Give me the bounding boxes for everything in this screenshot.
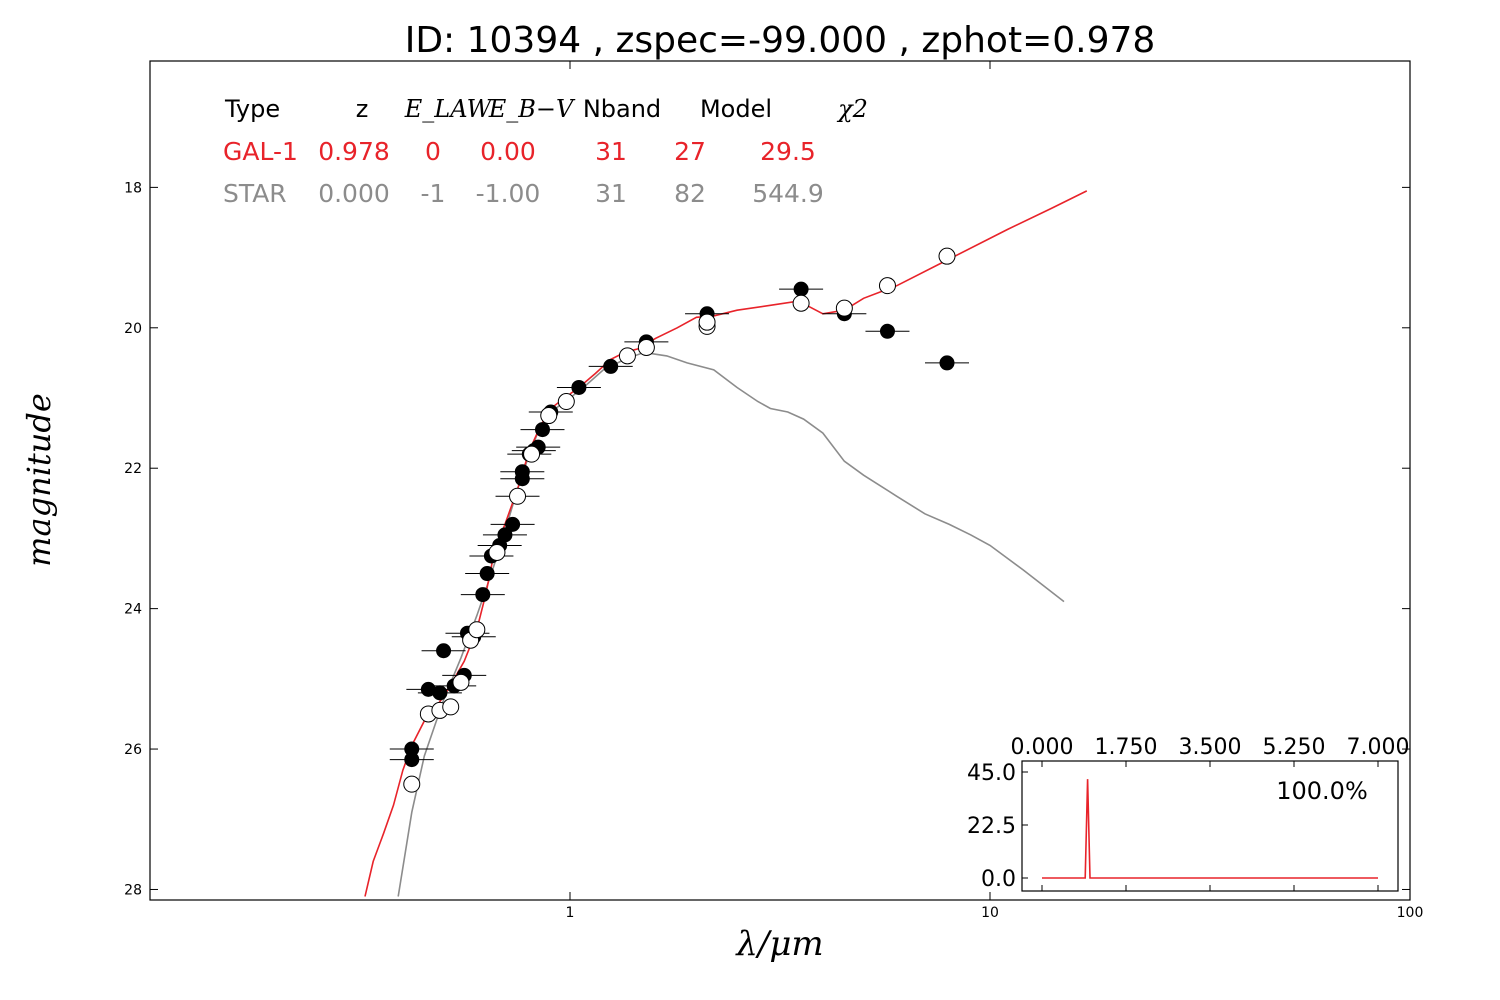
y-tick-label: 18 bbox=[124, 180, 142, 196]
observed-point bbox=[514, 471, 530, 487]
model-point bbox=[452, 673, 470, 691]
fit-table-cell: 31 bbox=[595, 179, 627, 208]
observed-point bbox=[603, 358, 619, 374]
fit-table-header: Type bbox=[224, 95, 280, 123]
x-tick-label: 100 bbox=[1397, 905, 1424, 921]
model-point bbox=[523, 445, 541, 463]
inset-x-tick-label: 5.250 bbox=[1263, 735, 1326, 760]
model-point bbox=[698, 313, 716, 331]
observed-point bbox=[534, 422, 550, 438]
main-axes: 18 20 22 24 26 28 1 10 100 bbox=[124, 60, 1424, 921]
inset-x-tick-label: 7.000 bbox=[1347, 735, 1410, 760]
fit-table-header: z bbox=[356, 95, 369, 123]
star-spectrum-path bbox=[397, 351, 1065, 897]
model-point bbox=[488, 543, 506, 561]
inset-y-tick-label: 0.0 bbox=[981, 867, 1016, 892]
model-point bbox=[618, 347, 636, 365]
model-point bbox=[938, 247, 956, 265]
fit-table-cell: 27 bbox=[674, 137, 706, 166]
observed-point bbox=[479, 566, 495, 582]
y-tick-label: 26 bbox=[124, 742, 142, 758]
model-point bbox=[792, 294, 810, 312]
model-point bbox=[509, 487, 527, 505]
fit-table-header: Model bbox=[700, 95, 772, 123]
model-point bbox=[468, 621, 486, 639]
fit-table-cell: GAL-1 bbox=[223, 137, 298, 166]
observed-point bbox=[793, 281, 809, 297]
model-point bbox=[835, 299, 853, 317]
model-point bbox=[540, 407, 558, 425]
inset-pdf-line bbox=[1042, 779, 1378, 879]
observed-point bbox=[432, 685, 448, 701]
fit-table-cell: 31 bbox=[595, 137, 627, 166]
fit-table-header: χ2 bbox=[836, 95, 868, 123]
observed-point bbox=[497, 527, 513, 543]
y-axis-label: magnitude bbox=[20, 393, 58, 567]
fit-table-cell: 0 bbox=[425, 137, 441, 166]
fit-table-cell: 0.978 bbox=[318, 137, 390, 166]
model-point bbox=[637, 338, 655, 356]
plot-title: ID: 10394 , zspec=-99.000 , zphot=0.978 bbox=[405, 20, 1156, 61]
model-points bbox=[403, 247, 956, 793]
inset-y-tick-label: 45.0 bbox=[967, 761, 1016, 786]
x-tick-label: 1 bbox=[566, 905, 575, 921]
observed-point bbox=[879, 323, 895, 339]
observed-points bbox=[389, 281, 970, 768]
x-axis-label: λ/μm bbox=[734, 924, 823, 964]
model-point bbox=[878, 277, 896, 295]
inset-x-tick-label: 1.750 bbox=[1095, 735, 1158, 760]
fit-table-cell: -1.00 bbox=[476, 179, 541, 208]
y-tick-label: 24 bbox=[124, 602, 142, 618]
observed-point bbox=[939, 355, 955, 371]
axis-labels: λ/μm magnitude bbox=[20, 393, 824, 964]
model-point bbox=[442, 698, 460, 716]
observed-point bbox=[505, 516, 521, 532]
fit-table-header: E_LAW bbox=[404, 95, 494, 123]
inset-x-tick-label: 3.500 bbox=[1179, 735, 1242, 760]
x-tick-label: 10 bbox=[981, 905, 999, 921]
fit-table-cell: STAR bbox=[223, 179, 287, 208]
inset-x-tick-label: 0.000 bbox=[1011, 735, 1074, 760]
inset-annotation: 100.0% bbox=[1276, 777, 1368, 805]
fit-table-header: Nband bbox=[583, 95, 661, 123]
fit-table-cell: 29.5 bbox=[760, 137, 816, 166]
inset-pdf-plot: 0.000 1.750 3.500 5.250 7.000 45.0 22.5 0.0 100.… bbox=[967, 735, 1409, 892]
galaxy-spectrum-path bbox=[364, 190, 1088, 897]
y-tick-label: 28 bbox=[124, 882, 142, 898]
observed-point bbox=[436, 643, 452, 659]
model-point bbox=[557, 393, 575, 411]
star-spectrum-line bbox=[397, 351, 1065, 897]
plot-frame bbox=[149, 60, 1411, 901]
fit-table-header: E_B−V bbox=[488, 95, 576, 123]
observed-point bbox=[404, 752, 420, 768]
model-point bbox=[403, 775, 421, 793]
observed-point bbox=[571, 379, 587, 395]
observed-point bbox=[475, 587, 491, 603]
fit-table-cell: -1 bbox=[421, 179, 446, 208]
fit-table-cell: 0.000 bbox=[318, 179, 390, 208]
fit-table-cell: 544.9 bbox=[752, 179, 824, 208]
galaxy-spectrum-line bbox=[364, 190, 1088, 897]
inset-y-tick-label: 22.5 bbox=[967, 814, 1016, 839]
y-tick-label: 20 bbox=[124, 321, 142, 337]
y-tick-label: 22 bbox=[124, 461, 142, 477]
fit-table-cell: 0.00 bbox=[480, 137, 536, 166]
fit-table-cell: 82 bbox=[674, 179, 706, 208]
